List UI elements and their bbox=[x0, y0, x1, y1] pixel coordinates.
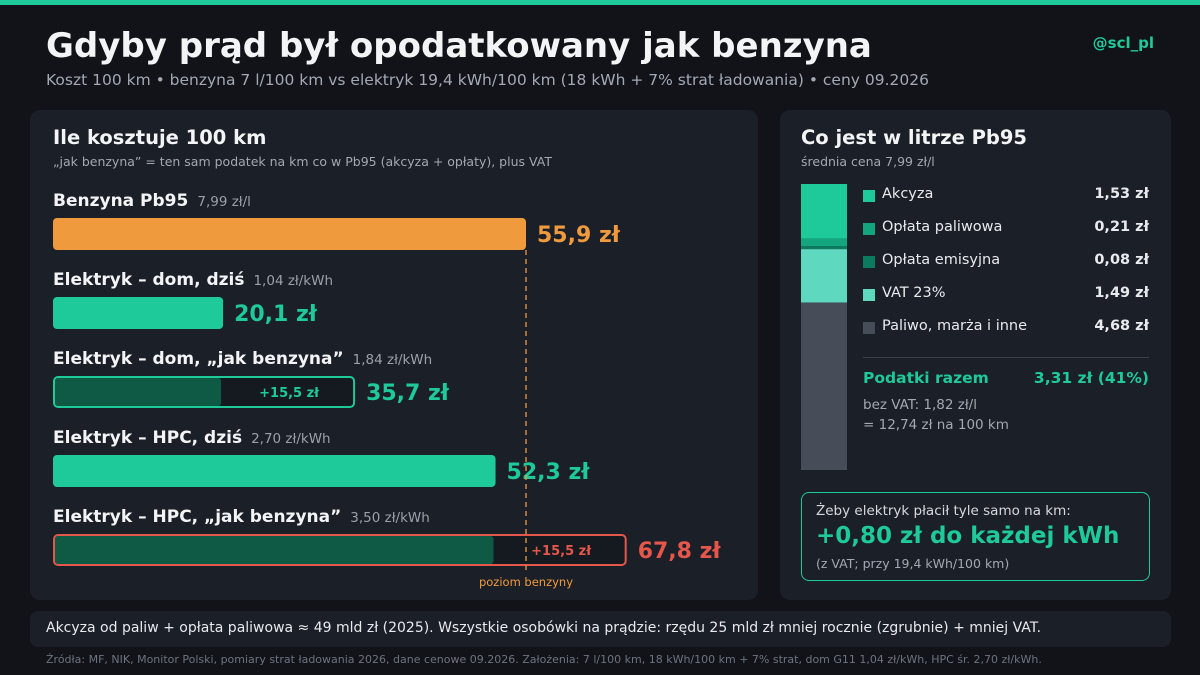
breakdown-note: średnia cena 7,99 zł/l bbox=[801, 154, 935, 169]
vat-swatch bbox=[863, 289, 875, 301]
cost-bar-chart: Benzyna Pb95 7,99 zł/l 55,9 zł Elektryk – d… bbox=[53, 191, 722, 589]
petrol-liter-breakdown-panel: Co jest w litrze Pb95 średnia cena 7,99 … bbox=[780, 110, 1171, 600]
breakdown-title: Co jest w litrze Pb95 bbox=[801, 126, 1027, 149]
bar-category-label: Elektryk – dom, dziś 1,04 zł/kWh bbox=[53, 270, 333, 290]
legend-item-oplata-paliwowa: Opłata paliwowa 0,21 zł bbox=[863, 218, 1149, 240]
legend-label: Opłata paliwowa bbox=[882, 219, 1003, 235]
stack-segment bbox=[801, 249, 847, 303]
taxes-net-note: bez VAT: 1,82 zł/l bbox=[863, 397, 977, 413]
legend-item-oplata-emisyjna: Opłata emisyjna 0,08 zł bbox=[863, 251, 1149, 273]
bar-value-label: 67,8 zł bbox=[638, 539, 722, 564]
bar-value-label: 52,3 zł bbox=[507, 460, 591, 485]
bar-base-segment bbox=[55, 536, 494, 564]
bar-category-label: Elektryk – dom, „jak benzyna” 1,84 zł/kWh bbox=[53, 349, 432, 369]
footer-summary: Akcyza od paliw + opłata paliwowa ≈ 49 m… bbox=[30, 611, 1171, 647]
sources-note: Źródła: MF, NIK, Monitor Polski, pomiary… bbox=[46, 653, 1042, 666]
taxes-total-value: 3,31 zł (41%) bbox=[1033, 369, 1149, 387]
legend-value: 4,68 zł bbox=[1094, 318, 1149, 334]
legend-item-akcyza: Akcyza 1,53 zł bbox=[863, 185, 1149, 207]
bar-ev bbox=[53, 297, 224, 329]
bar-base-segment bbox=[55, 378, 222, 406]
cost-per-100km-panel: Ile kosztuje 100 km „jak benzyna” = ten … bbox=[30, 110, 758, 600]
legend-label: Paliwo, marża i inne bbox=[882, 318, 1028, 334]
equal-tax-callout: Żeby elektryk płacił tyle samo na km: +0… bbox=[801, 492, 1150, 581]
taxes-total-row: Podatki razem 3,31 zł (41%) bbox=[863, 369, 1149, 391]
page-subtitle: Koszt 100 km • benzyna 7 l/100 km vs ele… bbox=[46, 71, 929, 89]
bar-value-label: 55,9 zł bbox=[537, 223, 621, 248]
bar-value-label: 35,7 zł bbox=[366, 381, 450, 406]
akcyza-swatch bbox=[863, 190, 875, 202]
legend-value: 0,08 zł bbox=[1094, 252, 1149, 268]
bar-category-label: Benzyna Pb95 7,99 zł/l bbox=[53, 191, 251, 211]
bar-petrol bbox=[53, 218, 526, 250]
bar-category-label: Elektryk – HPC, „jak benzyna” 3,50 zł/kWh bbox=[53, 507, 430, 527]
legend-label: Akcyza bbox=[882, 186, 934, 202]
top-accent-bar bbox=[0, 0, 1200, 5]
stack-segment bbox=[801, 238, 847, 247]
legend-label: VAT 23% bbox=[882, 285, 946, 301]
callout-note: (z VAT; przy 19,4 kWh/100 km) bbox=[816, 556, 1010, 571]
callout-intro: Żeby elektryk płacił tyle samo na km: bbox=[816, 503, 1071, 519]
reference-line-label: poziom benzyny bbox=[479, 575, 573, 589]
bar-ev bbox=[53, 455, 496, 487]
legend-label: Opłata emisyjna bbox=[882, 252, 1001, 268]
legend-value: 0,21 zł bbox=[1094, 219, 1149, 235]
page-title: Gdyby prąd był opodatkowany jak benzyna bbox=[46, 26, 872, 66]
author-handle[interactable]: @scl_pl bbox=[1092, 34, 1154, 52]
legend-item-paliwo-marza: Paliwo, marża i inne 4,68 zł bbox=[863, 317, 1149, 339]
stack-segment bbox=[801, 184, 847, 239]
bar-extra-label: +15,5 zł bbox=[531, 544, 592, 559]
stack-segment bbox=[801, 302, 847, 470]
cost-chart-note: „jak benzyna” = ten sam podatek na km co… bbox=[53, 154, 552, 169]
footer-summary-text: Akcyza od paliw + opłata paliwowa ≈ 49 m… bbox=[46, 620, 1042, 636]
legend-value: 1,49 zł bbox=[1094, 285, 1149, 301]
taxes-total-label: Podatki razem bbox=[863, 369, 989, 387]
stacked-price-bar bbox=[801, 184, 847, 470]
bar-extra-label: +15,5 zł bbox=[259, 386, 320, 401]
bar-category-label: Elektryk – HPC, dziś 2,70 zł/kWh bbox=[53, 428, 331, 448]
stack-segment bbox=[801, 246, 847, 250]
taxes-per-100km-note: = 12,74 zł na 100 km bbox=[863, 417, 1009, 433]
callout-headline: +0,80 zł do każdej kWh bbox=[816, 523, 1120, 549]
oplata-paliwowa-swatch bbox=[863, 223, 875, 235]
bar-value-label: 20,1 zł bbox=[234, 302, 318, 327]
oplata-emisyjna-swatch bbox=[863, 256, 875, 268]
legend-divider bbox=[863, 357, 1149, 358]
legend-value: 1,53 zł bbox=[1094, 186, 1149, 202]
cost-chart-title: Ile kosztuje 100 km bbox=[53, 126, 267, 149]
paliwo-marza-swatch bbox=[863, 322, 875, 334]
legend-item-vat: VAT 23% 1,49 zł bbox=[863, 284, 1149, 306]
